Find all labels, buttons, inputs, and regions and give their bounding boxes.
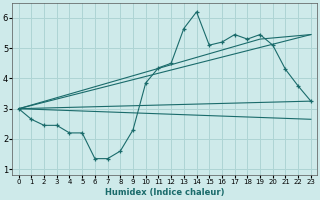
- X-axis label: Humidex (Indice chaleur): Humidex (Indice chaleur): [105, 188, 225, 197]
